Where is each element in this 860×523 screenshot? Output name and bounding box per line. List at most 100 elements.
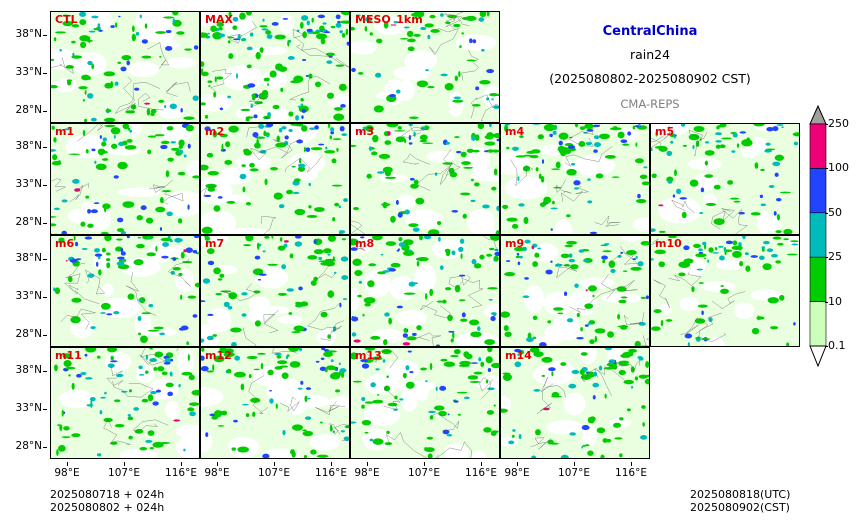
rain-cell	[588, 285, 597, 292]
rain-cell	[444, 83, 454, 91]
rain-cell	[736, 143, 740, 148]
rain-cell	[76, 258, 82, 260]
rain-cell	[180, 108, 183, 113]
rain-cell	[110, 355, 114, 361]
rain-cell	[793, 141, 799, 146]
rain-cell	[340, 430, 345, 433]
rain-cell	[473, 263, 482, 269]
boundary-line	[721, 209, 748, 234]
rain-cell	[587, 178, 591, 181]
boundary-line	[480, 103, 499, 122]
rain-cell	[407, 38, 416, 43]
rain-cell	[228, 352, 235, 357]
rain-cell	[699, 212, 704, 214]
dry-patch	[715, 260, 744, 271]
map-panel-m13: m13	[350, 347, 500, 459]
rain-cell	[701, 310, 704, 316]
rain-cell	[120, 390, 128, 393]
precip-field	[351, 12, 499, 122]
rain-cell	[98, 269, 102, 276]
map-panel-max: MAX	[200, 11, 350, 123]
rain-cell	[630, 385, 634, 389]
rain-cell	[351, 332, 357, 337]
rain-cell	[216, 76, 224, 80]
rain-cell	[451, 210, 459, 213]
rain-cell	[170, 141, 176, 144]
rain-cell	[375, 72, 382, 78]
rain-cell	[186, 341, 189, 346]
rain-cell	[311, 17, 314, 23]
rain-cell	[699, 138, 702, 141]
rain-cell	[739, 261, 744, 267]
rain-cell	[306, 20, 310, 26]
rain-cell	[144, 23, 148, 29]
rain-cell	[160, 237, 173, 242]
rain-cell	[136, 243, 145, 249]
rain-cell	[620, 296, 628, 299]
rain-cell	[291, 331, 301, 334]
rain-cell	[638, 322, 646, 326]
rain-cell	[302, 429, 307, 432]
rain-cell	[120, 251, 126, 256]
rain-cell	[241, 164, 246, 168]
colorbar-tick-label: 50	[825, 205, 842, 219]
boundary-line	[610, 246, 638, 265]
rain-cell	[635, 142, 638, 147]
rain-cell	[589, 339, 595, 345]
boundary-line	[569, 289, 616, 313]
rain-cell	[313, 239, 317, 245]
rain-cell	[140, 335, 148, 343]
rain-cell	[732, 133, 738, 138]
rain-cell	[319, 366, 327, 371]
rain-cell	[145, 354, 148, 360]
rain-cell	[454, 284, 461, 293]
rain-cell	[447, 314, 453, 322]
rain-cell	[640, 241, 649, 246]
rain-cell	[691, 286, 695, 293]
rain-cell	[529, 154, 539, 159]
rain-cell	[51, 223, 57, 227]
rain-cell	[326, 92, 335, 99]
rain-cell	[317, 14, 326, 19]
rain-cell	[368, 263, 377, 267]
rain-cell	[403, 239, 414, 246]
boundary-line	[440, 149, 453, 185]
rain-cell	[793, 322, 796, 326]
rain-cell	[174, 237, 182, 243]
map-panel-m7: m7	[200, 235, 350, 347]
rain-cell	[454, 75, 458, 82]
rain-cell	[114, 22, 118, 28]
rain-cell	[558, 132, 569, 140]
rain-cell	[357, 294, 362, 298]
rain-cell	[129, 389, 132, 393]
dry-patch	[201, 12, 222, 27]
rain-cell	[110, 25, 115, 29]
rain-cell	[438, 236, 441, 242]
rain-cell	[445, 141, 450, 145]
rain-cell	[265, 117, 268, 119]
rain-cell	[351, 238, 359, 246]
rain-cell	[623, 379, 634, 385]
rain-cell	[461, 16, 473, 21]
rain-cell	[288, 129, 293, 132]
rain-cell	[110, 441, 118, 445]
rain-cell	[87, 93, 94, 99]
rain-cell	[458, 246, 464, 253]
rain-cell	[601, 255, 608, 260]
rain-cell	[281, 264, 286, 270]
rain-cell	[585, 141, 592, 146]
rain-cell	[514, 348, 522, 353]
rain-cell	[311, 31, 320, 35]
rain-cell	[779, 191, 791, 194]
rain-cell	[255, 51, 261, 60]
dry-patch	[117, 187, 161, 198]
rain-cell	[367, 280, 375, 288]
rain-cell	[262, 250, 266, 253]
lat-label: 38°N	[2, 140, 47, 152]
rain-cell	[700, 338, 711, 341]
rain-cell	[369, 32, 373, 36]
rain-cell	[71, 433, 81, 438]
rain-cell	[452, 331, 455, 339]
rain-cell	[332, 217, 336, 222]
rain-cell	[503, 325, 509, 332]
